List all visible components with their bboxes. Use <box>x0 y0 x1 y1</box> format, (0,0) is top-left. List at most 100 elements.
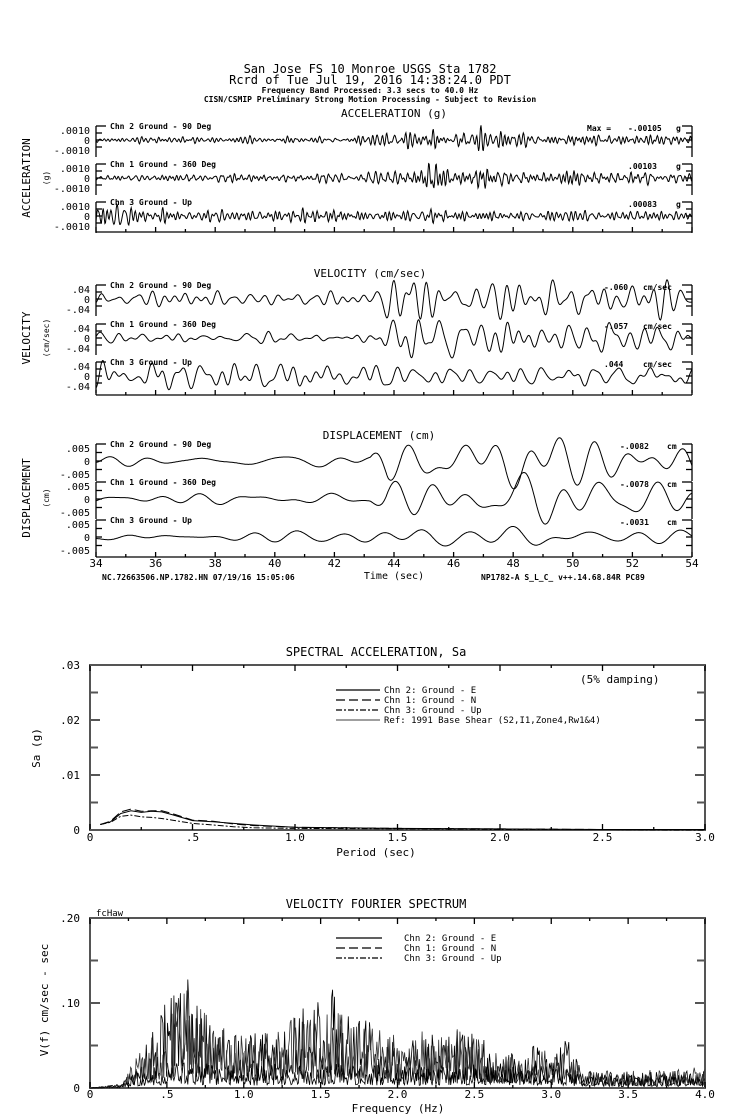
x-tick-label: 36 <box>149 557 162 570</box>
x-tick-label: 50 <box>566 557 579 570</box>
series-line <box>89 979 705 1089</box>
series-line <box>90 990 705 1089</box>
trace-panel-velocity: VELOCITY (cm/sec)VELOCITY (cm/sec).040-.0… <box>20 267 693 396</box>
x-tick-label: 42 <box>328 557 341 570</box>
max-unit: cm/sec <box>643 322 672 331</box>
x-axis-label: Time (sec) <box>364 571 424 582</box>
record-time: Rcrd of Tue Jul 19, 2016 14:38:24.0 PDT <box>229 73 511 87</box>
x-axis-label: Frequency (Hz) <box>352 1102 445 1115</box>
x-tick-label: 4.0 <box>695 1088 715 1101</box>
max-value: .044 <box>604 360 623 369</box>
y-tick-label: .20 <box>60 912 80 925</box>
y-tick-label: .01 <box>60 769 80 782</box>
panel-title: DISPLACEMENT (cm) <box>323 429 436 442</box>
x-tick-label: 38 <box>209 557 222 570</box>
channel-label: Chn 2 Ground - 90 Deg <box>110 440 211 449</box>
y-tick-label: .04 <box>72 285 90 296</box>
max-unit: g <box>676 200 681 209</box>
y-tick-label: -.0010 <box>54 222 90 233</box>
y-tick-label: .02 <box>60 714 80 727</box>
spectral-acceleration-chart: SPECTRAL ACCELERATION, Sa 0 .5 1.0 1.5 2.0 2.5… <box>30 645 715 859</box>
y-tick-label: 0 <box>84 295 90 306</box>
chart-title: VELOCITY FOURIER SPECTRUM <box>286 897 467 911</box>
waveform-line <box>95 162 693 190</box>
series-line <box>100 814 706 831</box>
y-tick-label: .0010 <box>60 164 90 175</box>
channel-label: Chn 3 Ground - Up <box>110 198 192 207</box>
waveform-line <box>95 471 693 525</box>
record-id-footer: NC.72663506.NP.1782.HN 07/19/16 15:05:06 <box>102 573 295 582</box>
max-prefix: Max = <box>587 124 611 133</box>
y-tick-label: -.0010 <box>54 184 90 195</box>
channel-trace: .040-.04 Chn 2 Ground - 90 Deg -.060 cm/sec <box>66 279 693 321</box>
x-tick-label: 0 <box>87 831 94 844</box>
waveform-line <box>95 360 693 391</box>
y-tick-label: 0 <box>84 533 90 544</box>
frequency-band: Frequency Band Processed: 3.3 secs to 40… <box>262 86 479 95</box>
max-value: -.00105 <box>628 124 662 133</box>
x-tick-label: 0 <box>87 1088 94 1101</box>
y-axis-unit: (g) <box>42 171 51 185</box>
y-tick-label: .03 <box>60 659 80 672</box>
processing-disclaimer: CISN/CSMIP Preliminary Strong Motion Pro… <box>204 94 537 104</box>
y-tick-label: -.005 <box>60 546 90 557</box>
damping-note: (5% damping) <box>580 673 659 686</box>
max-unit: g <box>676 124 681 133</box>
channel-label: Chn 1 Ground - 360 Deg <box>110 478 216 487</box>
waveform-line <box>95 437 693 490</box>
x-tick-label: 46 <box>447 557 460 570</box>
y-tick-label: 0 <box>84 495 90 506</box>
channel-label: Chn 2 Ground - 90 Deg <box>110 122 211 131</box>
y-tick-label: 0 <box>84 212 90 223</box>
chart-title: SPECTRAL ACCELERATION, Sa <box>286 645 467 659</box>
x-tick-label: .5 <box>160 1088 173 1101</box>
x-axis-label: Period (sec) <box>336 846 415 859</box>
max-unit: cm <box>667 442 677 451</box>
x-tick-label: 2.5 <box>593 831 613 844</box>
channel-label: Chn 1 Ground - 360 Deg <box>110 160 216 169</box>
x-tick-label: 1.5 <box>311 1088 331 1101</box>
y-tick-label: .005 <box>66 520 90 531</box>
waveform-line <box>95 203 693 227</box>
corner-label: fcHaw <box>96 909 124 919</box>
legend-entry: Ref: 1991 Base Shear (S2,I1,Zone4,Rw1&4) <box>384 716 601 726</box>
waveform-line <box>95 125 693 152</box>
x-tick-label: 2.5 <box>464 1088 484 1101</box>
channel-trace: .040-.04 Chn 1 Ground - 360 Deg -.057 cm/se… <box>66 319 693 359</box>
waveform-line <box>95 319 693 359</box>
x-tick-label: 3.0 <box>695 831 715 844</box>
x-tick-label: 40 <box>268 557 281 570</box>
panel-title: ACCELERATION (g) <box>341 107 447 120</box>
waveform-line <box>95 279 693 321</box>
y-tick-label: .10 <box>60 997 80 1010</box>
y-tick-label: .0010 <box>60 126 90 137</box>
x-tick-label: 52 <box>626 557 639 570</box>
x-tick-label: 34 <box>89 557 103 570</box>
max-value: -.0031 <box>620 518 649 527</box>
y-tick-label: .04 <box>72 324 90 335</box>
max-value: .00103 <box>628 162 657 171</box>
legend-entry: Chn 1: Ground - N <box>384 696 476 706</box>
channel-label: Chn 2 Ground - 90 Deg <box>110 281 211 290</box>
series-line <box>100 810 705 830</box>
x-tick-label: 44 <box>387 557 401 570</box>
y-tick-label: .005 <box>66 444 90 455</box>
y-axis-unit: (cm/sec) <box>42 319 51 358</box>
x-tick-label: 2.0 <box>388 1088 408 1101</box>
y-tick-label: 0 <box>73 1082 80 1095</box>
channel-trace: .005 0 -.005 Chn 3 Ground - Up -.0031 cm <box>60 516 693 557</box>
y-tick-label: .04 <box>72 362 90 373</box>
channel-trace: .040-.04 Chn 3 Ground - Up .044 cm/sec <box>66 358 693 393</box>
channel-label: Chn 3 Ground - Up <box>110 358 192 367</box>
y-tick-label: -.0010 <box>54 146 90 157</box>
processing-id-footer: NP1782-A S_L_C_ v++.14.68.84R PC89 <box>481 573 645 582</box>
y-tick-label: -.04 <box>66 305 90 316</box>
x-tick-label: 54 <box>685 557 699 570</box>
legend-entry: Chn 3: Ground - Up <box>404 954 502 964</box>
